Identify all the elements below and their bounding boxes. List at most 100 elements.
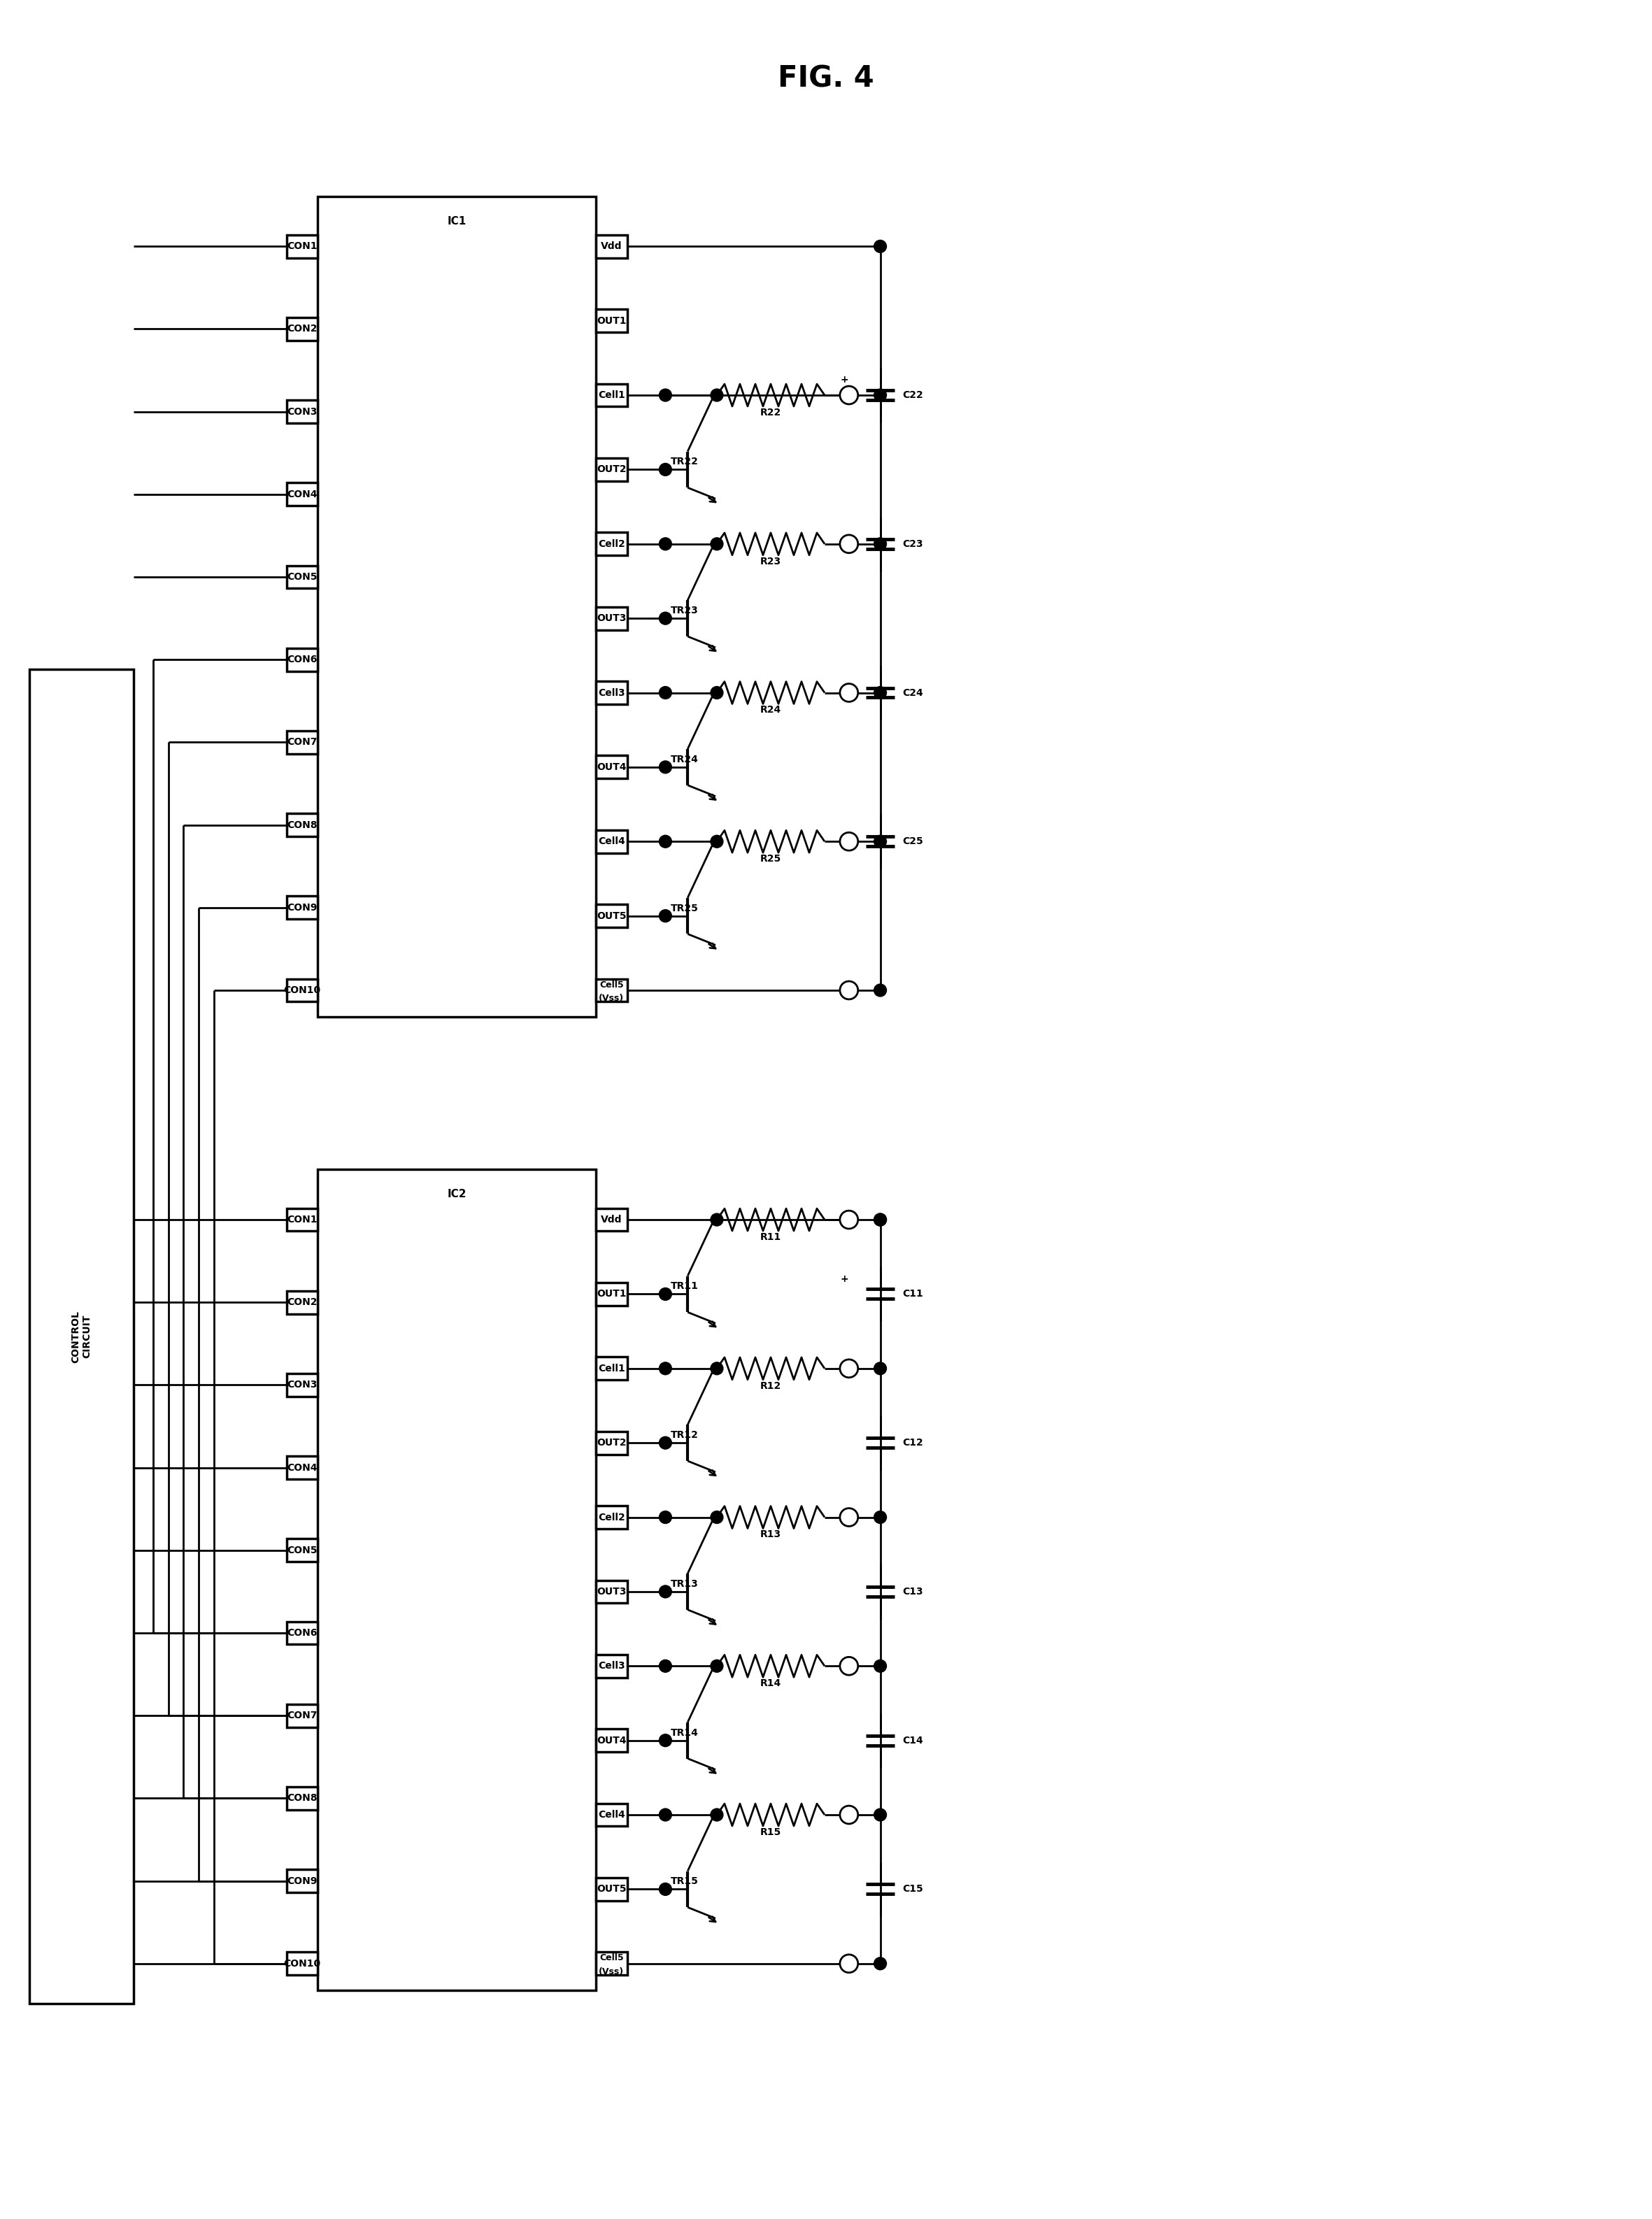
Circle shape bbox=[659, 1808, 672, 1822]
Text: TR15: TR15 bbox=[671, 1877, 699, 1886]
Text: OUT2: OUT2 bbox=[596, 1438, 626, 1447]
Bar bbox=[286, 235, 317, 257]
Text: C22: C22 bbox=[902, 391, 923, 399]
Text: CON9: CON9 bbox=[287, 903, 317, 912]
Circle shape bbox=[874, 983, 887, 996]
Text: CON8: CON8 bbox=[287, 1793, 317, 1804]
Text: CON9: CON9 bbox=[287, 1875, 317, 1886]
Text: Cell5: Cell5 bbox=[600, 1953, 623, 1962]
Circle shape bbox=[659, 1362, 672, 1376]
Text: CON4: CON4 bbox=[287, 490, 317, 499]
Circle shape bbox=[659, 464, 672, 475]
Text: CON6: CON6 bbox=[287, 1629, 317, 1638]
Circle shape bbox=[659, 834, 672, 848]
Circle shape bbox=[874, 686, 887, 699]
Circle shape bbox=[839, 1658, 857, 1675]
Circle shape bbox=[874, 1957, 887, 1970]
Bar bbox=[286, 730, 317, 754]
Circle shape bbox=[710, 388, 724, 402]
Circle shape bbox=[659, 1584, 672, 1598]
Bar bbox=[596, 533, 628, 555]
Text: +: + bbox=[839, 375, 847, 384]
Bar bbox=[30, 670, 134, 2004]
Circle shape bbox=[659, 537, 672, 550]
Bar bbox=[286, 979, 317, 1001]
Circle shape bbox=[710, 1214, 724, 1225]
Text: OUT1: OUT1 bbox=[596, 315, 626, 326]
Text: C24: C24 bbox=[902, 688, 923, 697]
Circle shape bbox=[839, 1509, 857, 1527]
Text: Cell3: Cell3 bbox=[598, 688, 624, 697]
Bar bbox=[596, 681, 628, 703]
Circle shape bbox=[659, 388, 672, 402]
Text: OUT4: OUT4 bbox=[596, 1735, 626, 1746]
Text: Cell2: Cell2 bbox=[598, 1513, 624, 1522]
Text: C23: C23 bbox=[902, 539, 923, 548]
Bar bbox=[286, 1786, 317, 1811]
Bar bbox=[286, 1704, 317, 1726]
Bar bbox=[286, 484, 317, 506]
Text: CON10: CON10 bbox=[284, 985, 320, 994]
Bar bbox=[286, 1953, 317, 1975]
Text: CON8: CON8 bbox=[287, 821, 317, 830]
Bar bbox=[596, 905, 628, 928]
Circle shape bbox=[839, 683, 857, 701]
Text: TR14: TR14 bbox=[671, 1729, 699, 1737]
Bar bbox=[286, 317, 317, 340]
Bar bbox=[286, 1291, 317, 1314]
Circle shape bbox=[874, 388, 887, 402]
Text: CON1: CON1 bbox=[287, 242, 317, 251]
Bar bbox=[596, 1507, 628, 1529]
Text: Cell4: Cell4 bbox=[598, 837, 624, 845]
Bar bbox=[286, 1207, 317, 1232]
Text: CON2: CON2 bbox=[287, 324, 317, 333]
Text: TR22: TR22 bbox=[671, 457, 699, 466]
Text: CON7: CON7 bbox=[287, 737, 317, 748]
Bar bbox=[286, 1538, 317, 1562]
Circle shape bbox=[659, 1735, 672, 1746]
Text: OUT1: OUT1 bbox=[596, 1289, 626, 1298]
Text: CON3: CON3 bbox=[287, 406, 317, 417]
Text: Cell2: Cell2 bbox=[598, 539, 624, 548]
Circle shape bbox=[710, 1808, 724, 1822]
Circle shape bbox=[839, 535, 857, 553]
Bar bbox=[286, 814, 317, 837]
Circle shape bbox=[839, 1955, 857, 1973]
Text: R22: R22 bbox=[760, 408, 781, 417]
Text: CONTROL
CIRCUIT: CONTROL CIRCUIT bbox=[71, 1309, 93, 1362]
Bar bbox=[286, 566, 317, 588]
Circle shape bbox=[874, 1214, 887, 1225]
Circle shape bbox=[839, 386, 857, 404]
Bar bbox=[596, 384, 628, 406]
Text: TR12: TR12 bbox=[671, 1431, 699, 1440]
Text: C25: C25 bbox=[902, 837, 923, 845]
Text: OUT5: OUT5 bbox=[596, 1884, 626, 1895]
Text: CON10: CON10 bbox=[284, 1959, 320, 1968]
Bar bbox=[596, 1358, 628, 1380]
Bar bbox=[317, 1169, 596, 1990]
Text: Cell1: Cell1 bbox=[598, 1365, 624, 1374]
Text: Cell1: Cell1 bbox=[598, 391, 624, 399]
Bar bbox=[596, 830, 628, 852]
Text: R14: R14 bbox=[760, 1678, 781, 1689]
Text: CON3: CON3 bbox=[287, 1380, 317, 1389]
Bar bbox=[596, 1729, 628, 1751]
Bar bbox=[596, 1580, 628, 1602]
Text: CON5: CON5 bbox=[287, 573, 317, 581]
Text: IC2: IC2 bbox=[448, 1189, 466, 1200]
Text: C14: C14 bbox=[902, 1735, 923, 1746]
Bar bbox=[596, 1953, 628, 1975]
Circle shape bbox=[659, 1287, 672, 1300]
Circle shape bbox=[874, 240, 887, 253]
Bar bbox=[286, 896, 317, 919]
Text: R25: R25 bbox=[760, 854, 781, 863]
Text: R12: R12 bbox=[760, 1380, 781, 1391]
Text: C15: C15 bbox=[902, 1884, 923, 1895]
Text: CON5: CON5 bbox=[287, 1544, 317, 1556]
Bar bbox=[286, 1622, 317, 1644]
Text: CON4: CON4 bbox=[287, 1462, 317, 1473]
Text: C13: C13 bbox=[902, 1587, 923, 1595]
Circle shape bbox=[874, 1362, 887, 1376]
Text: TR23: TR23 bbox=[671, 606, 699, 615]
Circle shape bbox=[710, 834, 724, 848]
